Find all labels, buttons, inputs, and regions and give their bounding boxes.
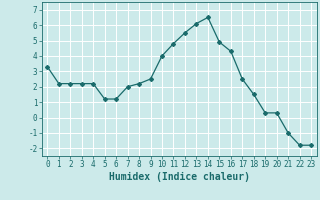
X-axis label: Humidex (Indice chaleur): Humidex (Indice chaleur) [109,172,250,182]
